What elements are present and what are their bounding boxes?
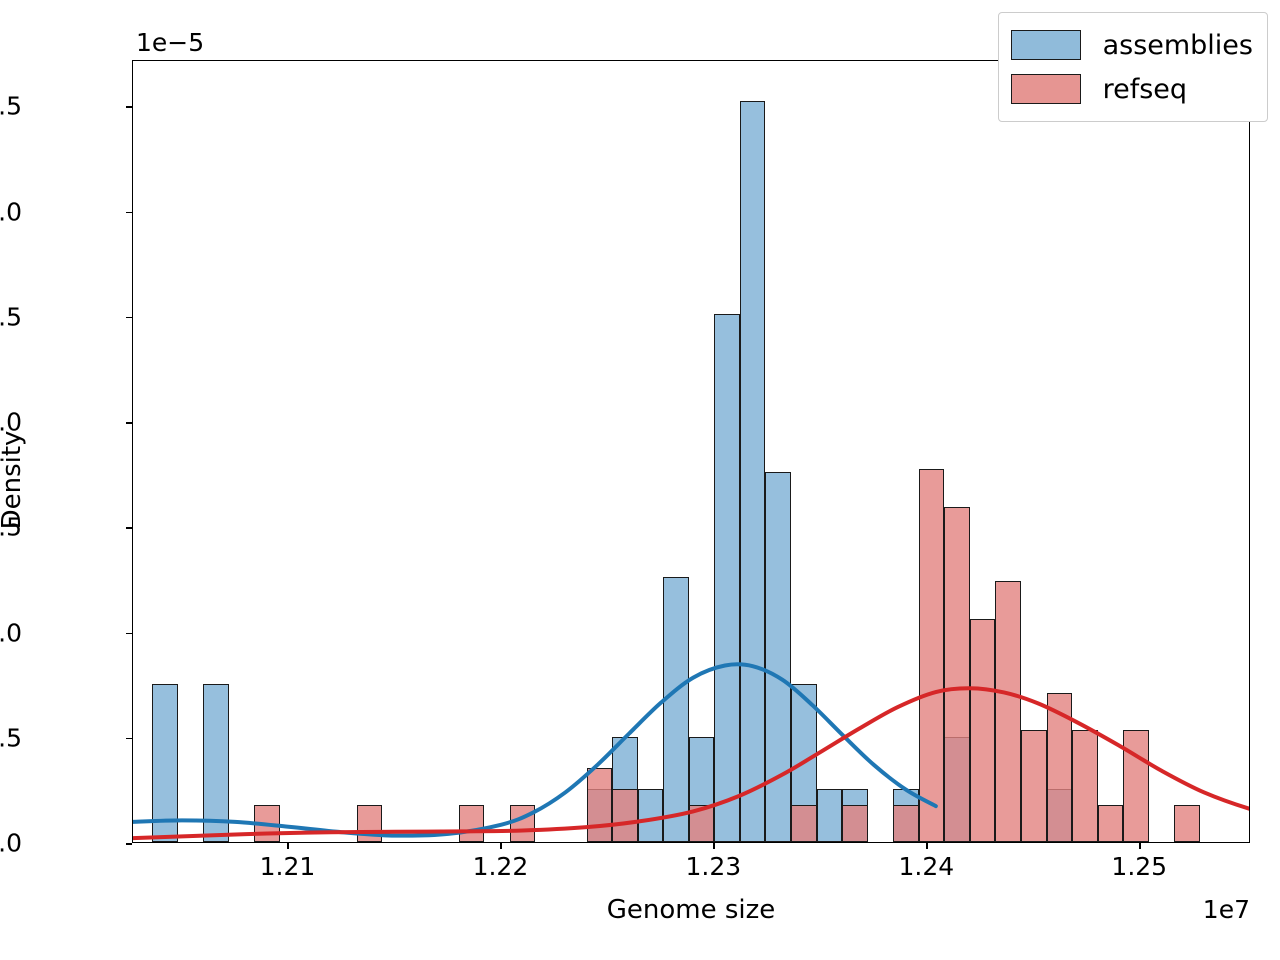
x-tick-mark: [926, 843, 928, 849]
y-tick-label: 1.5: [0, 512, 22, 542]
histogram-bar-assemblies: [152, 684, 178, 842]
histogram-bar-assemblies: [816, 789, 843, 842]
x-axis-offset-text: 1e7: [1202, 895, 1250, 924]
histogram-bar-refseq: [1174, 805, 1200, 842]
y-tick-label: 3.5: [0, 91, 22, 121]
legend-item-refseq[interactable]: refseq: [1010, 67, 1253, 111]
y-axis-offset-text: 1e−5: [136, 28, 205, 57]
kde-curves: [133, 662, 1249, 841]
legend-swatch-assemblies: [1010, 30, 1081, 60]
y-tick-label: 3.0: [0, 197, 22, 227]
y-tick-label: 0.5: [0, 723, 22, 753]
histogram-bar-refseq: [1072, 730, 1098, 842]
x-tick-mark: [287, 843, 290, 849]
x-tick-label: 1.24: [898, 852, 955, 881]
y-tick-mark: [126, 527, 132, 529]
y-tick-label: 2.5: [0, 302, 22, 332]
y-tick-label: 1.0: [0, 618, 22, 648]
histogram-bar-refseq: [791, 805, 817, 842]
x-tick-label: 1.21: [259, 852, 316, 881]
y-tick-mark: [126, 737, 132, 740]
y-tick-mark: [126, 316, 132, 319]
histogram-bar-assemblies: [203, 684, 229, 842]
y-tick-mark: [126, 422, 132, 424]
y-tick-mark: [126, 843, 132, 845]
plot-axes: [132, 60, 1250, 843]
histogram-bar-refseq: [995, 581, 1021, 842]
histogram-bar-refseq: [1097, 805, 1124, 842]
kde-line-assemblies: [133, 662, 938, 838]
x-tick-mark: [713, 843, 715, 849]
y-tick-label: 2.0: [0, 407, 22, 437]
legend-swatch-refseq: [1010, 74, 1081, 104]
histogram-bar-refseq: [969, 618, 996, 842]
y-tick-mark: [126, 632, 132, 635]
legend-item-assemblies[interactable]: assemblies: [1010, 23, 1253, 67]
legend-label-refseq: refseq: [1102, 73, 1188, 105]
y-tick-mark: [126, 211, 132, 214]
x-tick-label: 1.23: [685, 852, 742, 881]
histogram-bar-assemblies: [637, 789, 664, 842]
histogram-bar-assemblies: [739, 101, 766, 842]
histogram-bar-refseq: [586, 768, 613, 842]
x-tick-label: 1.22: [472, 852, 529, 881]
histogram-bar-refseq: [842, 805, 868, 842]
histogram-bar-refseq: [1123, 730, 1149, 842]
x-tick-mark: [1139, 843, 1141, 849]
histogram-bar-refseq: [1021, 730, 1047, 842]
histogram-bar-assemblies: [714, 313, 740, 842]
histogram-bar-refseq: [918, 469, 945, 842]
chart-legend[interactable]: assemblies refseq: [997, 12, 1268, 122]
histogram-bar-refseq: [944, 507, 970, 842]
y-tick-mark: [126, 106, 132, 108]
histogram-bar-assemblies: [663, 576, 689, 842]
histogram-bar-refseq: [458, 805, 485, 842]
x-tick-label: 1.25: [1111, 852, 1168, 881]
legend-label-assemblies: assemblies: [1102, 29, 1253, 61]
histogram-bar-refseq: [893, 805, 919, 842]
x-tick-mark: [500, 843, 502, 849]
kde-line-refseq: [133, 686, 1249, 841]
plot-area: [133, 61, 1249, 842]
histogram-bar-refseq: [612, 789, 638, 842]
y-tick-label: 0.0: [0, 828, 22, 858]
x-axis-label: Genome size: [606, 895, 776, 925]
